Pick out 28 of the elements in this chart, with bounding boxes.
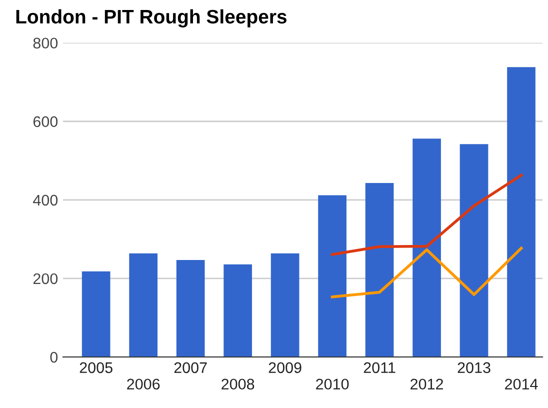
x-tick-label: 2005 <box>80 362 112 374</box>
x-tick-label: 2012 <box>410 378 444 390</box>
line-series <box>330 246 523 298</box>
bar <box>507 67 536 357</box>
x-tick-label: 2006 <box>127 378 160 390</box>
y-tick-label: 400 <box>33 194 58 206</box>
x-tick-label: 2009 <box>268 362 302 374</box>
line-series <box>330 174 523 256</box>
x-tick-label: 2013 <box>458 362 490 374</box>
bar <box>460 144 488 357</box>
bar <box>412 138 441 357</box>
bar <box>270 253 300 357</box>
bar <box>318 195 346 357</box>
y-tick-label: 200 <box>33 273 58 284</box>
y-tick-label: 800 <box>33 38 58 49</box>
x-tick-label: 2011 <box>364 362 396 374</box>
y-tick-label: 600 <box>33 116 58 128</box>
x-tick-label: 2010 <box>316 378 349 390</box>
x-tick-label: 2008 <box>222 378 254 390</box>
bar <box>224 264 252 357</box>
y-tick-label: 0 <box>50 352 58 363</box>
x-tick-label: 2007 <box>174 362 207 374</box>
bar <box>365 183 394 357</box>
x-tick-label: 2014 <box>505 378 538 390</box>
bar <box>129 253 158 357</box>
bar <box>176 260 205 357</box>
bar <box>82 271 110 357</box>
chart-title: London - PIT Rough Sleepers <box>16 9 286 28</box>
